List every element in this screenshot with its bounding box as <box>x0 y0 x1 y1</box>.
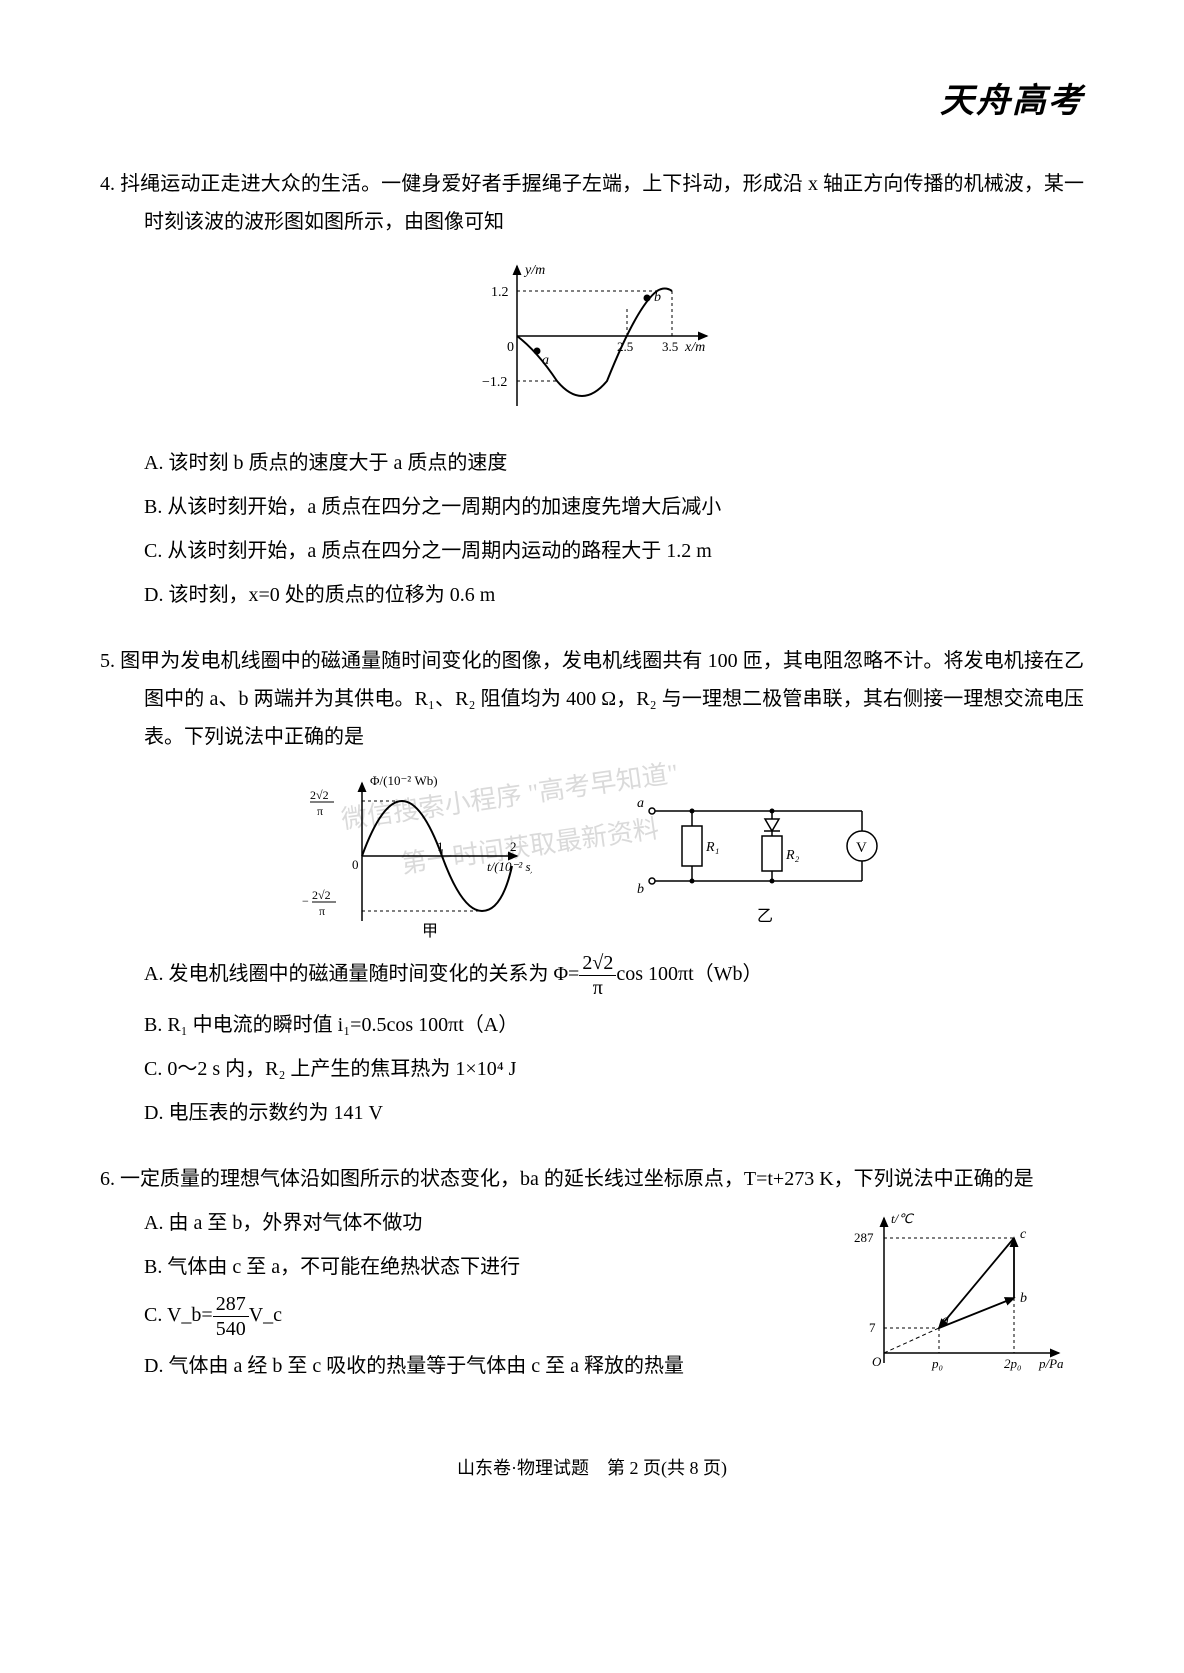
q5-opta-den: π <box>579 976 616 1000</box>
q6-stem-text: 一定质量的理想气体沿如图所示的状态变化，ba 的延长线过坐标原点，T=t+273… <box>120 1168 1034 1190</box>
q5-yi-b: b <box>637 882 644 897</box>
q5-figures: Φ/(10⁻² Wb) t/(10⁻² s) 2√2 π − 2√2 π 0 1… <box>100 771 1084 941</box>
question-5: 5. 图甲为发电机线圈中的磁通量随时间变化的图像，发电机线圈共有 100 匝，其… <box>100 642 1084 1132</box>
q5-option-b: B. R₁ 中电流的瞬时值 i₁=0.5cos 100πt（A） <box>100 1006 1084 1044</box>
page-footer: 山东卷·物理试题 第 2 页(共 8 页) <box>100 1451 1084 1485</box>
q5-stem: 5. 图甲为发电机线圈中的磁通量随时间变化的图像，发电机线圈共有 100 匝，其… <box>100 642 1084 756</box>
q5-jia-xlabel: t/(10⁻² s) <box>487 859 532 874</box>
q6-x2: 2p₀ <box>1004 1356 1022 1371</box>
q6-pc: c <box>1020 1227 1027 1242</box>
question-4: 4. 抖绳运动正走进大众的生活。一健身爱好者手握绳子左端，上下抖动，形成沿 x … <box>100 165 1084 614</box>
q6-xlabel: p/Pa <box>1038 1356 1064 1371</box>
q4-ylabel: y/m <box>523 263 545 278</box>
q6-optc-num: 287 <box>213 1292 249 1317</box>
question-6: 6. 一定质量的理想气体沿如图所示的状态变化，ba 的延长线过坐标原点，T=t+… <box>100 1160 1084 1401</box>
q4-option-a: A. 该时刻 b 质点的速度大于 a 质点的速度 <box>100 444 1084 482</box>
q6-optc-prefix: C. V_b= <box>144 1304 213 1326</box>
q6-optc-den: 540 <box>213 1317 249 1341</box>
q4-option-c: C. 从该时刻开始，a 质点在四分之一周期内运动的路程大于 1.2 m <box>100 532 1084 570</box>
q5-option-c: C. 0～2 s 内，R₂ 上产生的焦耳热为 1×10⁴ J <box>100 1050 1084 1088</box>
q6-ytop: 287 <box>854 1230 874 1245</box>
q5-option-d: D. 电压表的示数约为 141 V <box>100 1094 1084 1132</box>
q4-xtick2: 3.5 <box>662 339 678 354</box>
svg-text:0: 0 <box>352 857 359 872</box>
q6-number: 6. <box>100 1168 115 1190</box>
q6-pb: b <box>1020 1291 1027 1306</box>
q4-ymin: −1.2 <box>482 375 507 390</box>
q5-jia-x1: 1 <box>437 839 444 854</box>
q5-figure-yi: a b R₁ R₂ V <box>632 771 892 941</box>
q6-option-c: C. V_b=287540V_c <box>100 1292 844 1341</box>
q6-option-b: B. 气体由 c 至 a，不可能在绝热状态下进行 <box>100 1248 844 1286</box>
q6-option-a: A. 由 a 至 b，外界对气体不做功 <box>100 1204 844 1242</box>
q5-figure-jia: Φ/(10⁻² Wb) t/(10⁻² s) 2√2 π − 2√2 π 0 1… <box>292 771 532 941</box>
brand-header: 天舟高考 <box>100 70 1084 135</box>
q4-number: 4. <box>100 173 115 195</box>
q5-opta-prefix: A. 发电机线圈中的磁通量随时间变化的关系为 Φ= <box>144 963 579 985</box>
q4-xlabel: x/m <box>684 340 705 355</box>
q6-figure: t/℃ p/Pa 287 7 O p₀ 2p₀ a b c <box>844 1198 1084 1401</box>
q5-yi-label: 乙 <box>757 908 773 925</box>
q5-stem-text: 图甲为发电机线圈中的磁通量随时间变化的图像，发电机线圈共有 100 匝，其电阻忽… <box>120 650 1084 748</box>
q6-stem: 6. 一定质量的理想气体沿如图所示的状态变化，ba 的延长线过坐标原点，T=t+… <box>100 1160 1084 1198</box>
q5-jia-ylabel: Φ/(10⁻² Wb) <box>370 773 438 788</box>
q4-figure: y/m x/m 1.2 −1.2 0 2.5 3.5 a b <box>100 256 1084 429</box>
q5-number: 5. <box>100 650 115 672</box>
q5-jia-label: 甲 <box>422 923 438 940</box>
q5-yi-r2: R₂ <box>785 848 800 863</box>
q5-jia-x2: 2 <box>510 839 517 854</box>
svg-text:2√2: 2√2 <box>312 888 331 902</box>
svg-text:2√2: 2√2 <box>310 788 329 802</box>
q5-opta-num: 2√2 <box>579 951 616 976</box>
q4-xtick1: 2.5 <box>617 339 633 354</box>
q4-stem: 4. 抖绳运动正走进大众的生活。一健身爱好者手握绳子左端，上下抖动，形成沿 x … <box>100 165 1084 241</box>
q4-ymax: 1.2 <box>491 285 509 300</box>
q4-pt-b: b <box>654 290 661 305</box>
q5-yi-r1: R₁ <box>705 840 719 855</box>
q6-pa: a <box>942 1313 949 1328</box>
svg-text:−: − <box>302 894 309 908</box>
svg-text:π: π <box>317 804 323 818</box>
q6-ylabel: t/℃ <box>891 1211 914 1226</box>
q6-x1: p₀ <box>931 1356 943 1371</box>
q6-option-d: D. 气体由 a 经 b 至 c 吸收的热量等于气体由 c 至 a 释放的热量 <box>100 1347 844 1385</box>
q6-ybot: 7 <box>869 1320 876 1335</box>
q4-stem-text: 抖绳运动正走进大众的生活。一健身爱好者手握绳子左端，上下抖动，形成沿 x 轴正方… <box>120 173 1084 233</box>
q5-yi-a: a <box>637 796 644 811</box>
q5-opta-suffix: cos 100πt（Wb） <box>616 963 762 985</box>
svg-text:π: π <box>319 904 325 918</box>
q4-option-b: B. 从该时刻开始，a 质点在四分之一周期内的加速度先增大后减小 <box>100 488 1084 526</box>
q4-option-d: D. 该时刻，x=0 处的质点的位移为 0.6 m <box>100 576 1084 614</box>
svg-text:0: 0 <box>507 340 514 355</box>
q4-pt-a: a <box>542 353 549 368</box>
q5-option-a: A. 发电机线圈中的磁通量随时间变化的关系为 Φ=2√2πcos 100πt（W… <box>100 951 1084 1000</box>
q6-optc-suffix: V_c <box>249 1304 282 1326</box>
q5-yi-v: V <box>856 840 867 856</box>
q6-O: O <box>872 1354 882 1369</box>
